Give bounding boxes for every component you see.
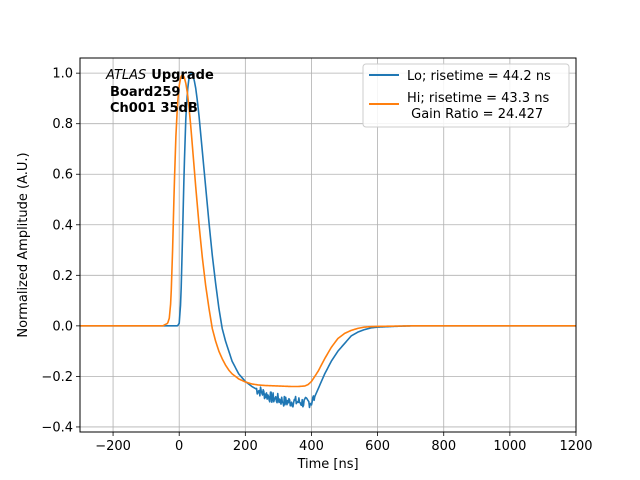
x-tick-label: 600 xyxy=(365,439,390,454)
x-tick-label: 0 xyxy=(175,439,183,454)
legend-label-hi-line: Hi; risetime = 43.3 ns xyxy=(407,91,549,106)
upgrade-label: Upgrade xyxy=(151,68,214,83)
legend-box xyxy=(362,63,570,128)
plot-frame xyxy=(79,57,577,433)
y-tick-label: −0.2 xyxy=(41,370,73,385)
x-tick-label: −200 xyxy=(95,439,131,454)
y-axis-label: Normalized Amplitude (A.U.) xyxy=(16,152,31,337)
x-tick-label: 1000 xyxy=(493,439,526,454)
y-tick-label: 0.4 xyxy=(52,218,73,233)
y-tick-label: −0.4 xyxy=(41,420,73,435)
y-tick-label: 1.0 xyxy=(52,67,73,82)
y-tick-label: 0.6 xyxy=(52,168,73,183)
atlas-annotation: ATLAS Upgrade Board259 Ch001 35dB xyxy=(105,68,214,116)
plot-lines xyxy=(80,72,576,409)
x-tick-label: 800 xyxy=(431,439,456,454)
board-label: Board259 xyxy=(110,85,180,100)
y-tick-label: 0.2 xyxy=(52,269,73,284)
x-tick-label: 1200 xyxy=(559,439,592,454)
x-tick-label: 200 xyxy=(233,439,258,454)
legend-label-hi-line: Gain Ratio = 24.427 xyxy=(407,107,543,122)
atlas-label-line: ATLAS Upgrade xyxy=(105,68,214,83)
y-tick-label: 0.0 xyxy=(52,319,73,334)
legend-label-hi: Hi; risetime = 43.3 ns Gain Ratio = 24.4… xyxy=(407,91,549,122)
legend-label-lo: Lo; risetime = 44.2 ns xyxy=(407,69,551,84)
y-tick-label: 0.8 xyxy=(52,117,73,132)
channel-label: Ch001 35dB xyxy=(110,101,198,116)
axis-ticks: −200 0 200 400 600 800 1000 1200 −0.4 −0.2 0.0 0.2 0… xyxy=(41,67,592,454)
x-axis-label: Time [ns] xyxy=(296,457,358,472)
legend: Lo; risetime = 44.2 ns Hi; risetime = 43… xyxy=(362,63,570,128)
series-line-hi xyxy=(80,73,576,388)
atlas-label: ATLAS xyxy=(105,68,146,83)
x-tick-label: 400 xyxy=(299,439,324,454)
